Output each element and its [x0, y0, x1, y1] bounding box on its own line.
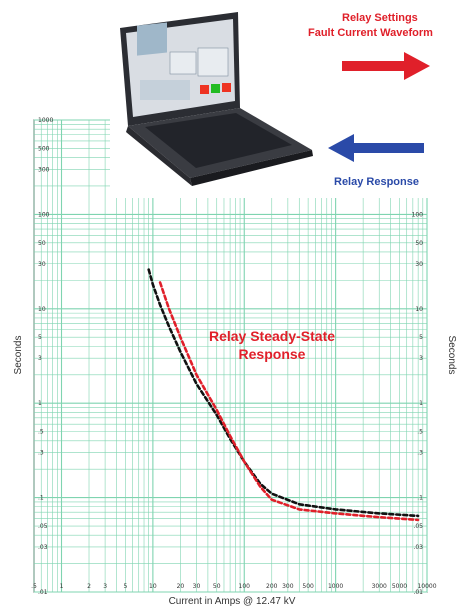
y-tick-label: .3: [38, 450, 44, 457]
y-tick-label: 100: [412, 211, 424, 218]
gridlines: [33, 119, 428, 593]
y-tick-label: .01: [38, 589, 48, 596]
y-tick-label: .1: [38, 495, 44, 502]
y-tick-label: .03: [413, 544, 423, 551]
y-tick-label: .5: [417, 429, 423, 436]
y-tick-label: 100: [38, 211, 50, 218]
arrow-left: [328, 134, 424, 162]
x-tick-label: 10000: [417, 583, 436, 590]
x-tick-label: 10: [149, 583, 157, 590]
fault-current-waveform-label: Fault Current Waveform: [308, 27, 433, 39]
plot-area: [33, 119, 428, 593]
y-tick-label: 10: [38, 306, 46, 313]
y-tick-label: 500: [38, 145, 50, 152]
relay-response-label: Relay Response: [334, 176, 419, 188]
x-axis-label: Current in Amps @ 12.47 kV: [169, 596, 296, 607]
x-tick-label: 100: [239, 583, 251, 590]
y-tick-label: 30: [38, 261, 46, 268]
x-tick-label: 200: [266, 583, 278, 590]
y-tick-label: 3: [38, 355, 42, 362]
series-group: [147, 268, 420, 522]
y-axis-label-left: Seconds: [13, 336, 24, 375]
x-tick-label: 5000: [392, 583, 407, 590]
y-tick-label: 30: [415, 261, 423, 268]
y-tick-label: .05: [38, 523, 48, 530]
y-tick-label: .3: [417, 450, 423, 457]
y-tick-label: .03: [38, 544, 48, 551]
y-tick-label: 50: [38, 240, 46, 247]
y-tick-label: 50: [415, 240, 423, 247]
x-tick-label: 2: [87, 583, 91, 590]
x-tick-label: 3: [103, 583, 107, 590]
arrow-right: [342, 52, 430, 80]
x-tick-label: 3000: [372, 583, 387, 590]
x-tick-label: .5: [31, 583, 37, 590]
x-tick-label: 5: [123, 583, 127, 590]
series-line-black: [147, 268, 420, 518]
x-tick-label: 300: [282, 583, 294, 590]
relay-settings-label: Relay Settings: [342, 12, 418, 24]
x-tick-label: 30: [193, 583, 201, 590]
y-tick-label: 5: [419, 334, 423, 341]
laptop-icon: [120, 12, 313, 186]
x-axis: .5 1 2 3 5 10 20 30 50 100 200 300 500 1000 3000 5000 10…: [31, 583, 437, 590]
y-tick-label: 1: [38, 400, 42, 407]
y-axis-left: 1000 500 300 100 50 30 10 5 3 1 .5 .3 .1 .05 .03 .01: [38, 117, 53, 596]
x-tick-label: 1: [60, 583, 64, 590]
x-tick-label: 50: [213, 583, 221, 590]
y-axis-label-right: Seconds: [446, 336, 457, 375]
annotation-line1: Relay Steady-State: [209, 328, 335, 344]
y-tick-label: .01: [413, 589, 423, 596]
series-line-red: [158, 281, 420, 522]
x-tick-label: 20: [177, 583, 185, 590]
x-tick-label: 1000: [328, 583, 343, 590]
x-tick-label: 500: [302, 583, 314, 590]
y-tick-label: .5: [38, 429, 44, 436]
y-tick-label: 3: [419, 355, 423, 362]
annotation-line2: Response: [239, 346, 306, 362]
y-tick-label: 10: [415, 306, 423, 313]
y-tick-label: .1: [417, 495, 423, 502]
y-tick-label: 1000: [38, 117, 53, 124]
y-tick-label: .05: [413, 523, 423, 530]
y-tick-label: 1: [419, 400, 423, 407]
y-tick-label: 5: [38, 334, 42, 341]
y-tick-label: 300: [38, 166, 50, 173]
